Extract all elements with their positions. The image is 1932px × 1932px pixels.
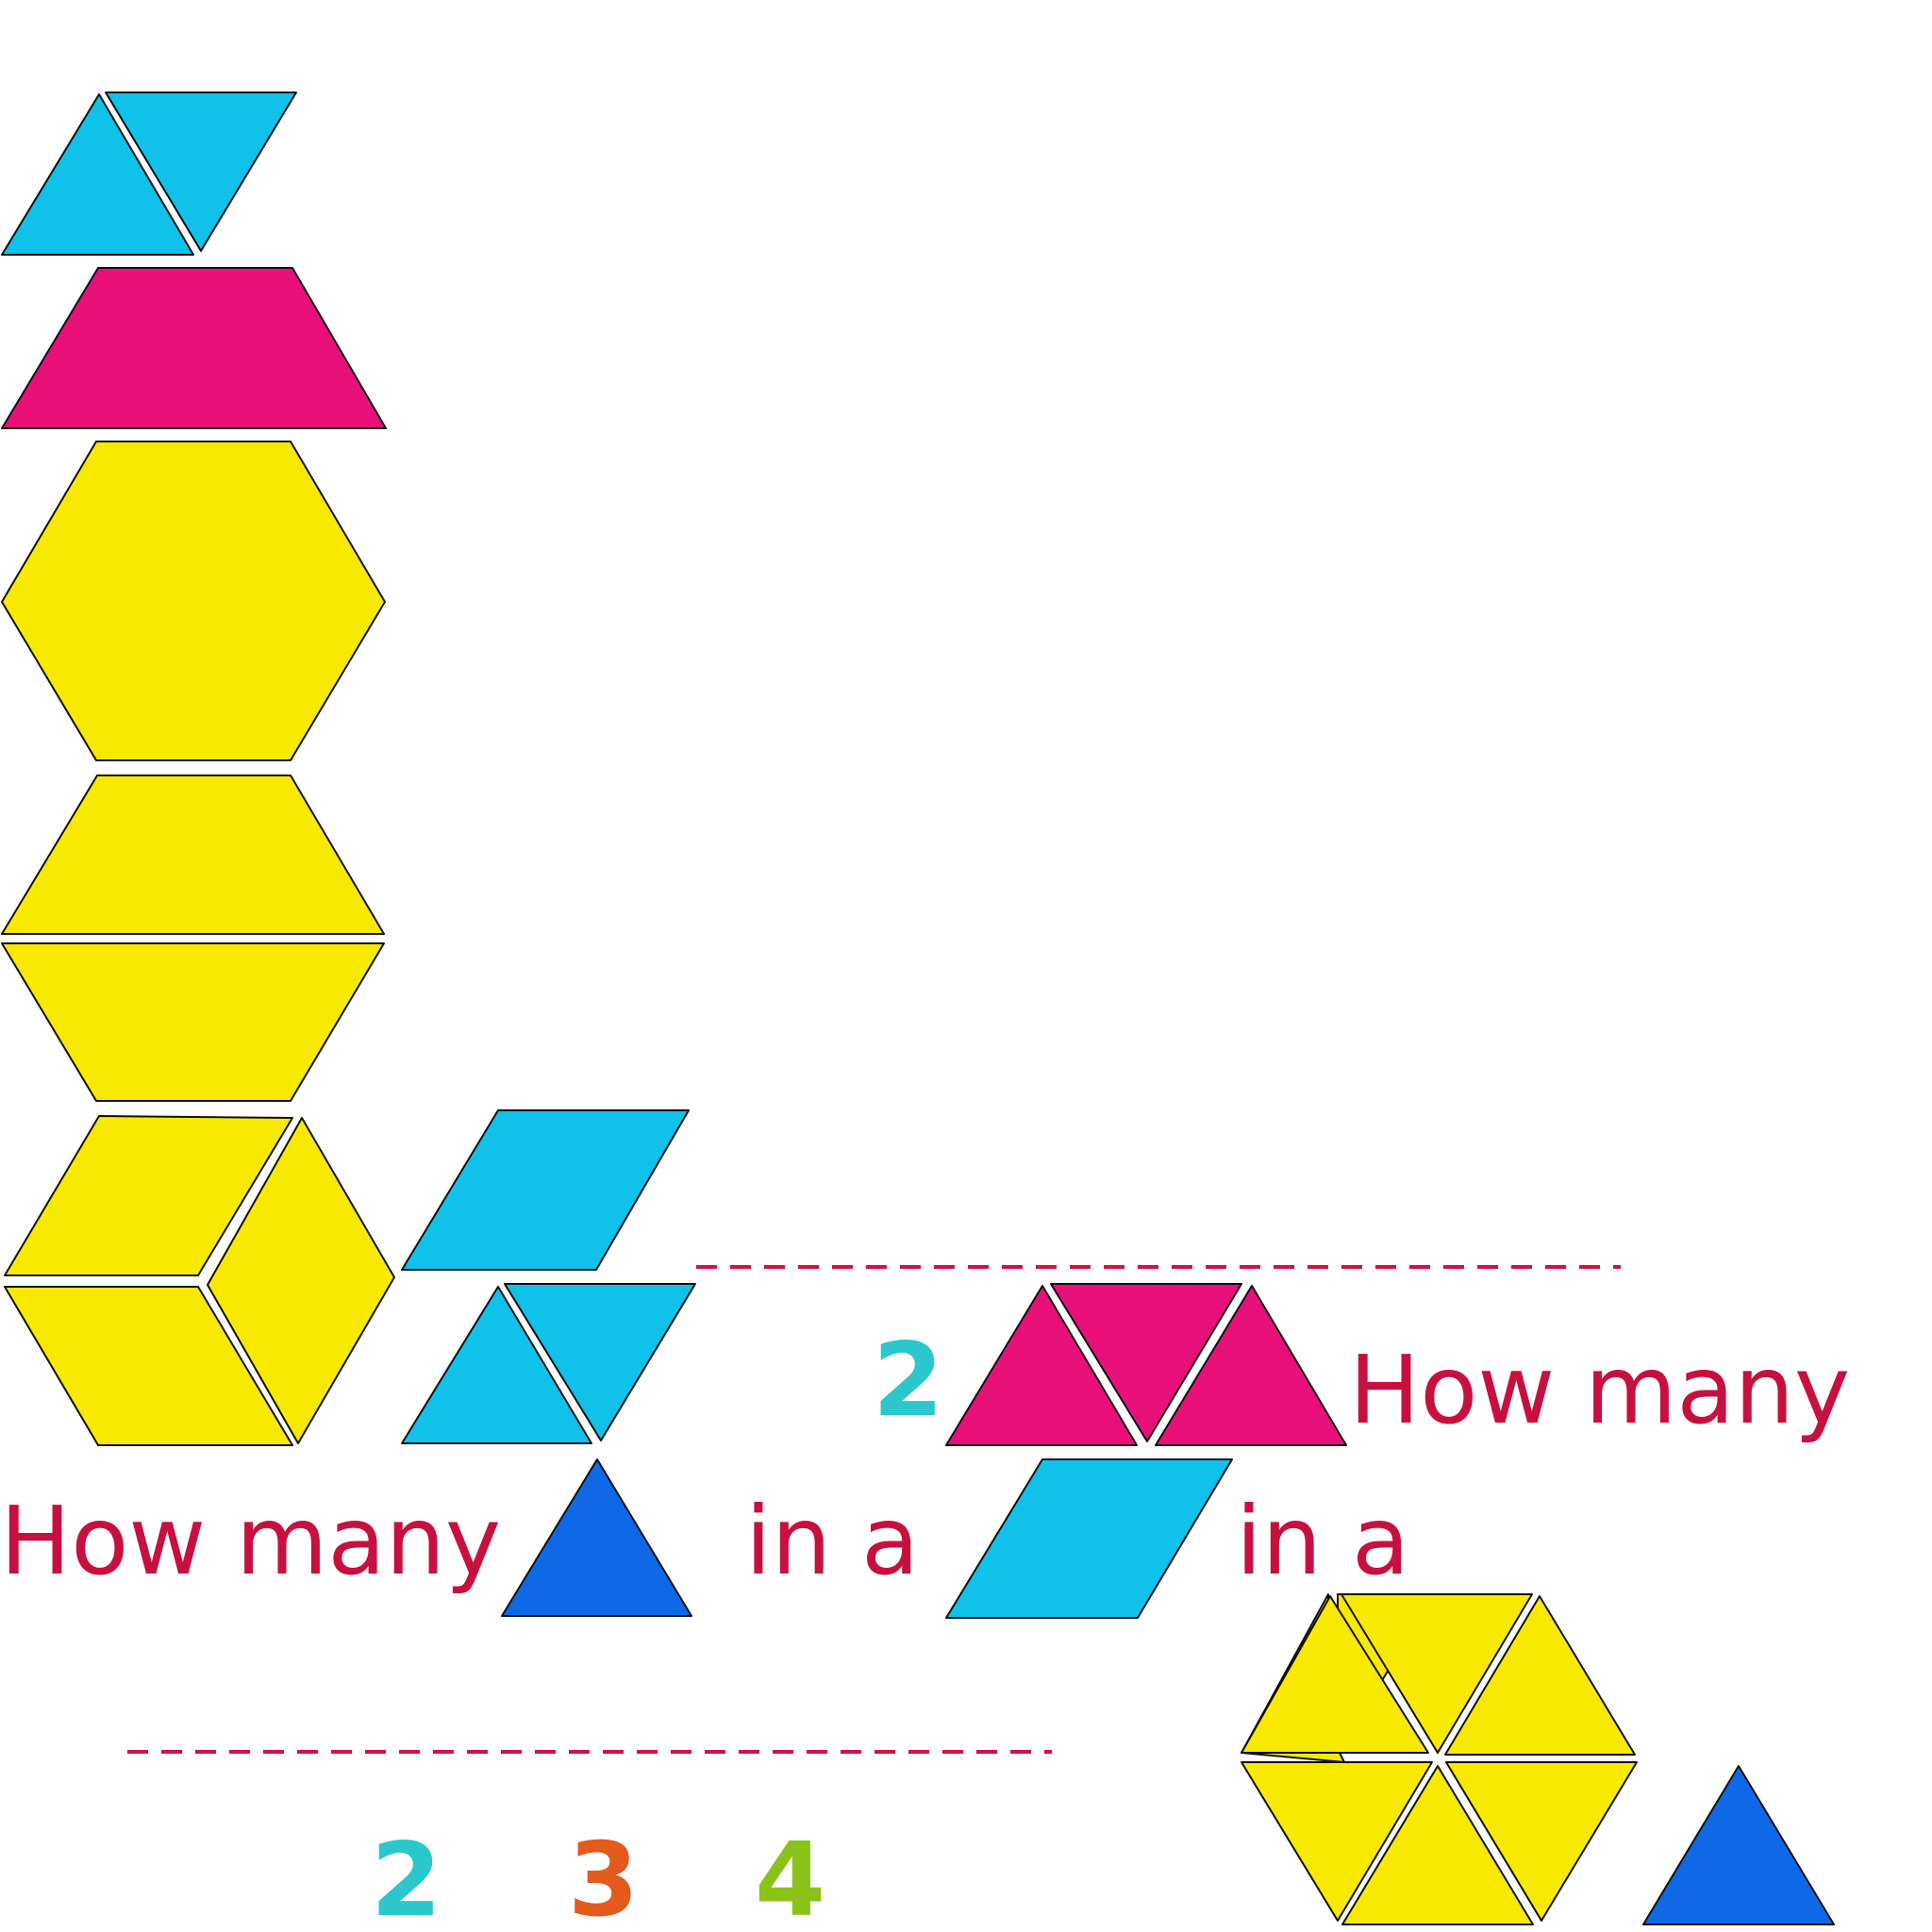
- question-2-prefix: How many: [1349, 1335, 1850, 1445]
- yellow-triangle[interactable]: [1341, 1765, 1534, 1925]
- magenta-triangle[interactable]: [1050, 1283, 1242, 1442]
- yellow-triangle[interactable]: [1241, 1595, 1429, 1754]
- yellow-triangle[interactable]: [1445, 1761, 1638, 1922]
- yellow-rhombus[interactable]: [4, 1286, 293, 1446]
- yellow-hexagon-of-triangles: [1241, 1593, 1638, 1925]
- yellow-trapezoid[interactable]: [1, 774, 385, 935]
- yellow-triangle[interactable]: [1341, 1593, 1533, 1754]
- question-1-middle: in a: [745, 1486, 919, 1596]
- magenta-triangle[interactable]: [1155, 1285, 1347, 1446]
- answer-choice[interactable]: 4: [755, 1822, 825, 1932]
- yellow-hexagon[interactable]: [1, 441, 386, 761]
- answer-sample: 2: [696, 1265, 1621, 1446]
- question-1: How many in a: [0, 1458, 1233, 1754]
- answer-choices: 2 3 4: [371, 1822, 825, 1932]
- question-2: How many in a: [1236, 1335, 1850, 1925]
- question-2-middle: in a: [1236, 1486, 1409, 1596]
- blue-triangle-icon: [1642, 1765, 1835, 1925]
- yellow-trapezoid[interactable]: [1, 942, 385, 1102]
- question-1-prefix: How many: [0, 1486, 501, 1596]
- blue-triangle-icon: [501, 1458, 692, 1617]
- light-blue-triangle[interactable]: [401, 1286, 592, 1444]
- light-blue-triangle[interactable]: [1, 93, 194, 256]
- yellow-triangle[interactable]: [1241, 1752, 1345, 1763]
- light-blue-triangle[interactable]: [105, 92, 297, 252]
- answer-choice[interactable]: 2: [371, 1822, 441, 1932]
- light-blue-rhombus-icon: [945, 1458, 1233, 1619]
- magenta-triangle[interactable]: [945, 1285, 1138, 1446]
- light-blue-rhombus[interactable]: [401, 1109, 690, 1271]
- yellow-rhombus[interactable]: [4, 1115, 293, 1276]
- shape-column: [1, 92, 696, 1446]
- answer-choice[interactable]: 3: [568, 1822, 639, 1932]
- light-blue-triangle[interactable]: [504, 1283, 696, 1441]
- yellow-rhombus[interactable]: [207, 1117, 395, 1444]
- answer-sample-number: 2: [873, 1322, 943, 1440]
- yellow-triangle[interactable]: [1241, 1761, 1433, 1922]
- yellow-triangle[interactable]: [1444, 1595, 1636, 1756]
- magenta-trapezoid[interactable]: [1, 267, 387, 429]
